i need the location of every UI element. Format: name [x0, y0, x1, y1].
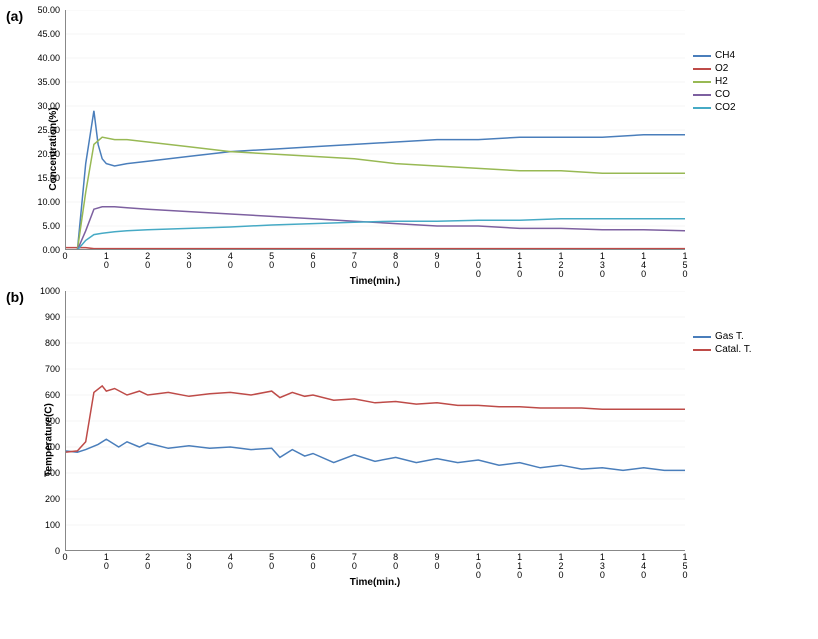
y-tick-label: 40.00 [28, 53, 60, 63]
legend-label: CO [715, 89, 730, 100]
legend-item: Gas T. [693, 331, 752, 342]
x-tick-label: 150 [679, 252, 691, 279]
legend-item: H2 [693, 76, 736, 87]
legend: CH4 O2 H2 CO CO2 [693, 50, 736, 115]
y-tick-label: 0 [28, 546, 60, 556]
x-tick-label: 50 [266, 252, 278, 270]
y-tick-label: 300 [28, 468, 60, 478]
y-tick-label: 30.00 [28, 101, 60, 111]
legend-label: H2 [715, 76, 728, 87]
x-tick-label: 30 [183, 553, 195, 571]
chart-panel: (b) Temperature(C) 010020030040050060070… [10, 291, 808, 588]
series-line [65, 248, 685, 249]
legend-label: CH4 [715, 50, 735, 61]
y-tick-label: 20.00 [28, 149, 60, 159]
plot-area [65, 10, 685, 250]
legend-swatch [693, 81, 711, 83]
x-tick-label: 40 [224, 553, 236, 571]
x-tick-label: 70 [348, 252, 360, 270]
y-ticks: 0.005.0010.0015.0020.0025.0030.0035.0040… [30, 10, 62, 250]
legend-swatch [693, 349, 711, 351]
gridlines [65, 291, 685, 551]
y-tick-label: 600 [28, 390, 60, 400]
x-tick-label: 0 [59, 553, 71, 562]
y-tick-label: 25.00 [28, 125, 60, 135]
x-tick-label: 120 [555, 553, 567, 580]
series-line [65, 386, 685, 452]
legend-label: O2 [715, 63, 728, 74]
x-tick-label: 150 [679, 553, 691, 580]
x-tick-label: 60 [307, 252, 319, 270]
x-tick-label: 50 [266, 553, 278, 571]
x-tick-label: 70 [348, 553, 360, 571]
x-tick-label: 140 [638, 252, 650, 279]
legend-label: CO2 [715, 102, 736, 113]
legend-item: Catal. T. [693, 344, 752, 355]
x-tick-label: 130 [596, 553, 608, 580]
x-tick-label: 90 [431, 252, 443, 270]
y-tick-label: 100 [28, 520, 60, 530]
x-tick-label: 30 [183, 252, 195, 270]
y-tick-label: 400 [28, 442, 60, 452]
x-tick-label: 100 [472, 553, 484, 580]
x-tick-label: 0 [59, 252, 71, 261]
y-tick-label: 50.00 [28, 5, 60, 15]
x-tick-label: 10 [100, 252, 112, 270]
legend-swatch [693, 107, 711, 109]
legend: Gas T. Catal. T. [693, 331, 752, 357]
x-tick-label: 110 [514, 553, 526, 580]
y-tick-label: 0.00 [28, 245, 60, 255]
y-tick-label: 700 [28, 364, 60, 374]
gridlines [65, 10, 685, 250]
y-tick-label: 5.00 [28, 221, 60, 231]
x-tick-label: 20 [142, 553, 154, 571]
legend-swatch [693, 336, 711, 338]
legend-swatch [693, 55, 711, 57]
series-line [65, 219, 685, 250]
x-tick-label: 20 [142, 252, 154, 270]
x-ticks: 0102030405060708090100110120130140150 [65, 551, 685, 579]
legend-label: Gas T. [715, 331, 744, 342]
x-tick-label: 100 [472, 252, 484, 279]
y-tick-label: 900 [28, 312, 60, 322]
x-tick-label: 120 [555, 252, 567, 279]
x-tick-label: 40 [224, 252, 236, 270]
legend-swatch [693, 94, 711, 96]
x-tick-label: 10 [100, 553, 112, 571]
chart-panel: (a) Concentration(%) 0.005.0010.0015.002… [10, 10, 808, 287]
x-tick-label: 90 [431, 553, 443, 571]
legend-item: O2 [693, 63, 736, 74]
y-tick-label: 35.00 [28, 77, 60, 87]
y-ticks: 01002003004005006007008009001000 [30, 291, 62, 551]
x-tick-label: 80 [390, 553, 402, 571]
y-tick-label: 200 [28, 494, 60, 504]
y-tick-label: 15.00 [28, 173, 60, 183]
plot-area [65, 291, 685, 551]
x-tick-label: 80 [390, 252, 402, 270]
x-tick-label: 130 [596, 252, 608, 279]
legend-label: Catal. T. [715, 344, 752, 355]
legend-item: CO2 [693, 102, 736, 113]
x-tick-label: 140 [638, 553, 650, 580]
y-tick-label: 500 [28, 416, 60, 426]
x-tick-label: 60 [307, 553, 319, 571]
y-tick-label: 800 [28, 338, 60, 348]
x-ticks: 0102030405060708090100110120130140150 [65, 250, 685, 278]
y-tick-label: 1000 [28, 286, 60, 296]
series-line [65, 439, 685, 470]
legend-swatch [693, 68, 711, 70]
y-tick-label: 45.00 [28, 29, 60, 39]
legend-item: CH4 [693, 50, 736, 61]
series-line [65, 207, 685, 250]
legend-item: CO [693, 89, 736, 100]
x-tick-label: 110 [514, 252, 526, 279]
y-tick-label: 10.00 [28, 197, 60, 207]
